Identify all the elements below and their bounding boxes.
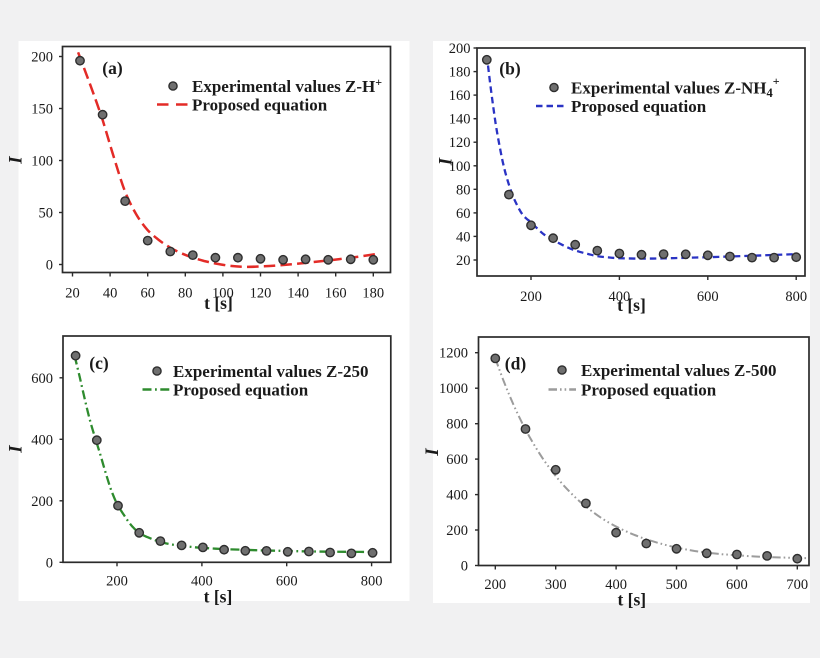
svg-text:I: I [6, 445, 27, 454]
svg-text:600: 600 [276, 574, 298, 590]
svg-text:200: 200 [484, 577, 506, 593]
svg-text:800: 800 [785, 289, 807, 305]
svg-text:(c): (c) [89, 353, 109, 373]
svg-text:(a): (a) [102, 58, 123, 78]
svg-text:0: 0 [46, 258, 53, 274]
svg-text:300: 300 [545, 577, 567, 593]
svg-text:120: 120 [449, 135, 471, 151]
svg-text:400: 400 [191, 574, 213, 590]
svg-text:50: 50 [39, 206, 54, 222]
svg-text:120: 120 [250, 286, 272, 302]
svg-text:200: 200 [106, 574, 128, 590]
svg-text:200: 200 [520, 289, 542, 305]
svg-text:180: 180 [362, 286, 384, 302]
svg-text:t [s]: t [s] [617, 295, 646, 315]
svg-text:200: 200 [446, 523, 468, 539]
svg-text:t [s]: t [s] [617, 590, 646, 610]
svg-text:180: 180 [449, 65, 471, 81]
svg-text:400: 400 [31, 432, 53, 448]
svg-text:Experimental values Z-H+: Experimental values Z-H+ [192, 75, 382, 96]
svg-text:40: 40 [456, 229, 471, 245]
svg-text:800: 800 [446, 417, 468, 433]
svg-text:100: 100 [449, 159, 471, 175]
svg-text:Proposed equation: Proposed equation [192, 96, 328, 115]
svg-text:200: 200 [449, 41, 471, 57]
svg-text:0: 0 [46, 555, 53, 571]
svg-text:800: 800 [361, 574, 383, 590]
svg-text:Proposed equation: Proposed equation [581, 381, 717, 400]
svg-text:1000: 1000 [439, 381, 468, 397]
svg-text:Experimental values Z-250: Experimental values Z-250 [173, 362, 369, 381]
svg-text:(d): (d) [505, 354, 527, 374]
svg-text:700: 700 [786, 577, 808, 593]
svg-text:200: 200 [31, 50, 53, 66]
svg-text:100: 100 [31, 154, 53, 170]
svg-text:400: 400 [609, 289, 631, 305]
svg-text:t [s]: t [s] [204, 293, 233, 313]
svg-text:150: 150 [31, 102, 53, 118]
svg-text:40: 40 [103, 286, 118, 302]
svg-text:80: 80 [456, 182, 471, 198]
svg-text:160: 160 [449, 88, 471, 104]
svg-text:400: 400 [446, 488, 468, 504]
svg-text:(b): (b) [499, 59, 521, 79]
svg-text:Proposed equation: Proposed equation [173, 381, 309, 400]
svg-text:60: 60 [140, 286, 155, 302]
svg-text:1200: 1200 [439, 346, 468, 362]
svg-text:20: 20 [456, 253, 471, 269]
svg-text:I: I [422, 448, 443, 457]
svg-text:t [s]: t [s] [204, 587, 233, 607]
svg-text:Experimental values Z-500: Experimental values Z-500 [581, 361, 777, 380]
svg-text:I: I [6, 156, 27, 165]
svg-text:20: 20 [65, 286, 80, 302]
svg-text:I: I [436, 157, 457, 166]
svg-text:160: 160 [325, 286, 347, 302]
svg-text:80: 80 [178, 286, 193, 302]
svg-text:0: 0 [461, 559, 468, 575]
svg-text:600: 600 [726, 577, 748, 593]
svg-text:400: 400 [605, 577, 627, 593]
svg-text:140: 140 [449, 112, 471, 128]
svg-text:Proposed equation: Proposed equation [571, 97, 707, 116]
svg-text:Experimental values Z-NH4+: Experimental values Z-NH4+ [571, 74, 780, 100]
svg-text:600: 600 [31, 371, 53, 387]
svg-text:200: 200 [31, 494, 53, 510]
svg-text:600: 600 [446, 452, 468, 468]
svg-text:500: 500 [666, 577, 688, 593]
svg-text:100: 100 [212, 286, 234, 302]
svg-text:600: 600 [697, 289, 719, 305]
svg-text:60: 60 [456, 206, 471, 222]
svg-text:140: 140 [287, 286, 309, 302]
